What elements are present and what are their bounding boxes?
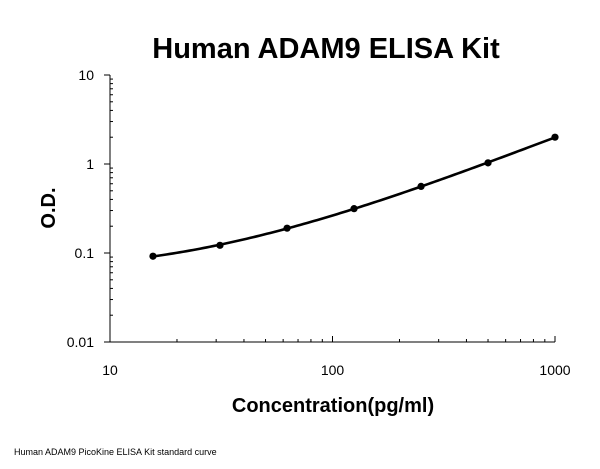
x-axis-label: Concentration(pg/ml)	[232, 395, 434, 417]
plot-axes	[109, 75, 555, 343]
data-point	[484, 159, 492, 167]
x-tick-label: 10	[102, 362, 118, 378]
y-tick-label: 10	[78, 67, 94, 83]
axis-ticks: 0.01 0.1 1 10 10 100 1000	[67, 67, 571, 378]
y-tick-label: 1	[86, 156, 94, 172]
data-point	[283, 224, 291, 232]
data-point	[551, 133, 559, 141]
chart-title: Human ADAM9 ELISA Kit	[152, 33, 500, 65]
data-point	[350, 205, 358, 213]
y-axis-label: O.D.	[38, 187, 60, 228]
data-point	[149, 252, 157, 260]
data-points	[149, 133, 559, 260]
data-point	[417, 182, 425, 191]
x-tick-label: 100	[321, 362, 345, 378]
standard-curve	[152, 136, 556, 258]
curve-line	[152, 136, 556, 258]
y-tick-label: 0.1	[75, 245, 95, 261]
figure-caption: Human ADAM9 PicoKine ELISA Kit standard …	[14, 447, 217, 457]
y-tick-label: 0.01	[67, 334, 94, 350]
data-point	[216, 241, 224, 249]
x-tick-label: 1000	[539, 362, 570, 378]
